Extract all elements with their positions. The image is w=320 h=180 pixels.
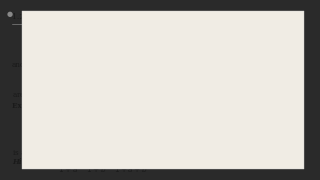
Text: ●: ● bbox=[6, 11, 12, 17]
Text: are metrics on $X$.: are metrics on $X$. bbox=[12, 90, 76, 99]
Text: Exercise 1.24.: Exercise 1.24. bbox=[12, 102, 69, 110]
Text: is also a metric on $X$.: is also a metric on $X$. bbox=[12, 147, 90, 157]
Text: Let $(X, d)$ be a metric space. Prove that for each $x, y \in X$,: Let $(X, d)$ be a metric space. Prove th… bbox=[73, 102, 283, 114]
Text: Use $\dfrac{a}{1+a} + \dfrac{b}{1+b} \geq \dfrac{a+b}{1+a+b}$ for all $a \geq 0,: Use $\dfrac{a}{1+a} + \dfrac{b}{1+b} \ge… bbox=[40, 158, 217, 175]
Text: $d^*(x, y) = \dfrac{d(x, y)}{1 + d(x, y)}$: $d^*(x, y) = \dfrac{d(x, y)}{1 + d(x, y)… bbox=[105, 122, 191, 146]
Text: $d_2(x, y) = \sum_{i=1}^{n} d_i(x_i, y_i)$: $d_2(x, y) = \sum_{i=1}^{n} d_i(x_i, y_i… bbox=[109, 66, 188, 93]
Text: 1.2  Distance between Sets and Diameter of a Set: 1.2 Distance between Sets and Diameter o… bbox=[12, 13, 203, 21]
Text: $d_1(x, y) = \max_{1 \leq i \leq n} d_i(x_i, y_i)$: $d_1(x, y) = \max_{1 \leq i \leq n} d_i(… bbox=[106, 36, 191, 53]
Text: and: and bbox=[12, 61, 25, 69]
Text: 13: 13 bbox=[278, 13, 288, 21]
Text: Hint:: Hint: bbox=[12, 158, 33, 166]
